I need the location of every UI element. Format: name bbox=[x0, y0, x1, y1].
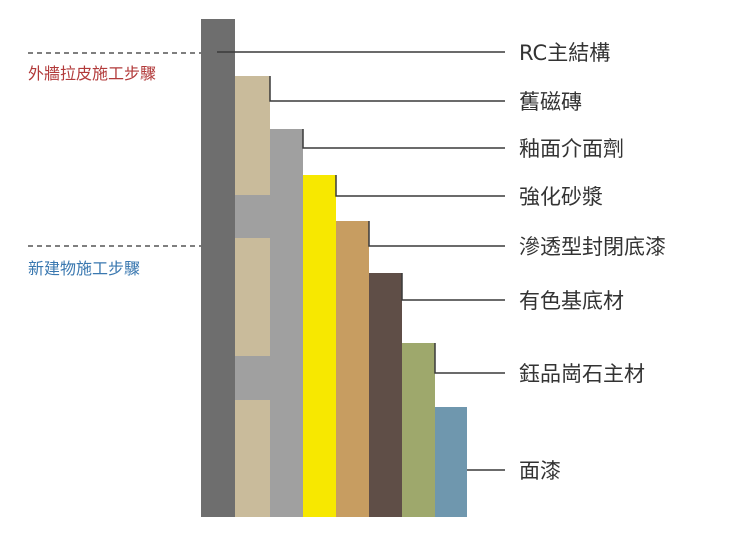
label-sealing-primer: 滲透型封閉底漆 bbox=[519, 235, 666, 259]
leader-granite-main bbox=[434, 343, 505, 374]
bar-sealing-primer bbox=[336, 221, 369, 517]
label-colored-base: 有色基底材 bbox=[519, 289, 624, 313]
bar-glaze-primer bbox=[270, 129, 303, 517]
label-rc-structure: RC主結構 bbox=[519, 41, 610, 65]
label-mortar: 強化砂漿 bbox=[519, 185, 603, 209]
label-granite-main: 鈺品崗石主材 bbox=[519, 362, 645, 386]
bar-mortar bbox=[303, 175, 336, 517]
leader-old-tile bbox=[269, 76, 505, 102]
newbuild-step-label: 新建物施工步驟 bbox=[28, 259, 140, 278]
bar-granite-main bbox=[402, 343, 435, 517]
label-topcoat: 面漆 bbox=[519, 459, 561, 483]
leader-mortar bbox=[335, 175, 505, 197]
bar-rc-structure bbox=[201, 19, 235, 517]
bar-topcoat bbox=[435, 407, 467, 517]
leader-colored-base bbox=[401, 273, 505, 301]
leader-glaze-primer bbox=[302, 129, 505, 149]
exterior-step-label: 外牆拉皮施工步驟 bbox=[28, 64, 156, 83]
label-old-tile: 舊磁磚 bbox=[519, 90, 582, 114]
bar-colored-base bbox=[369, 273, 402, 517]
label-glaze-primer: 釉面介面劑 bbox=[519, 137, 624, 161]
leader-sealing-primer bbox=[368, 221, 505, 247]
bar-old-tile bbox=[235, 76, 270, 517]
